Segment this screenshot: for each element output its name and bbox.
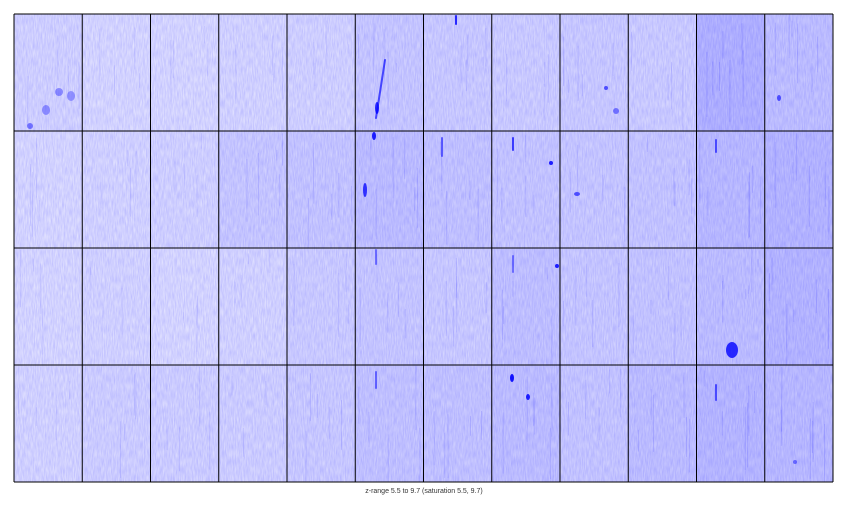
spot bbox=[42, 105, 50, 115]
spot bbox=[27, 123, 33, 129]
spot bbox=[510, 374, 514, 382]
spot bbox=[613, 108, 619, 114]
spot bbox=[67, 91, 75, 101]
spot bbox=[574, 192, 580, 196]
spot bbox=[604, 86, 608, 90]
spot bbox=[363, 183, 367, 197]
spot bbox=[777, 95, 781, 101]
spot bbox=[555, 264, 559, 268]
spot bbox=[55, 88, 63, 96]
spot-features-layer bbox=[27, 15, 797, 464]
spot bbox=[526, 394, 530, 400]
spot bbox=[375, 102, 379, 114]
spot bbox=[793, 460, 797, 464]
spot bbox=[372, 132, 376, 140]
spot bbox=[726, 342, 738, 358]
grid-lines bbox=[13, 13, 834, 483]
spot bbox=[549, 161, 553, 165]
zrange-caption: z-range 5.5 to 9.7 (saturation 5.5, 9.7) bbox=[365, 488, 483, 495]
